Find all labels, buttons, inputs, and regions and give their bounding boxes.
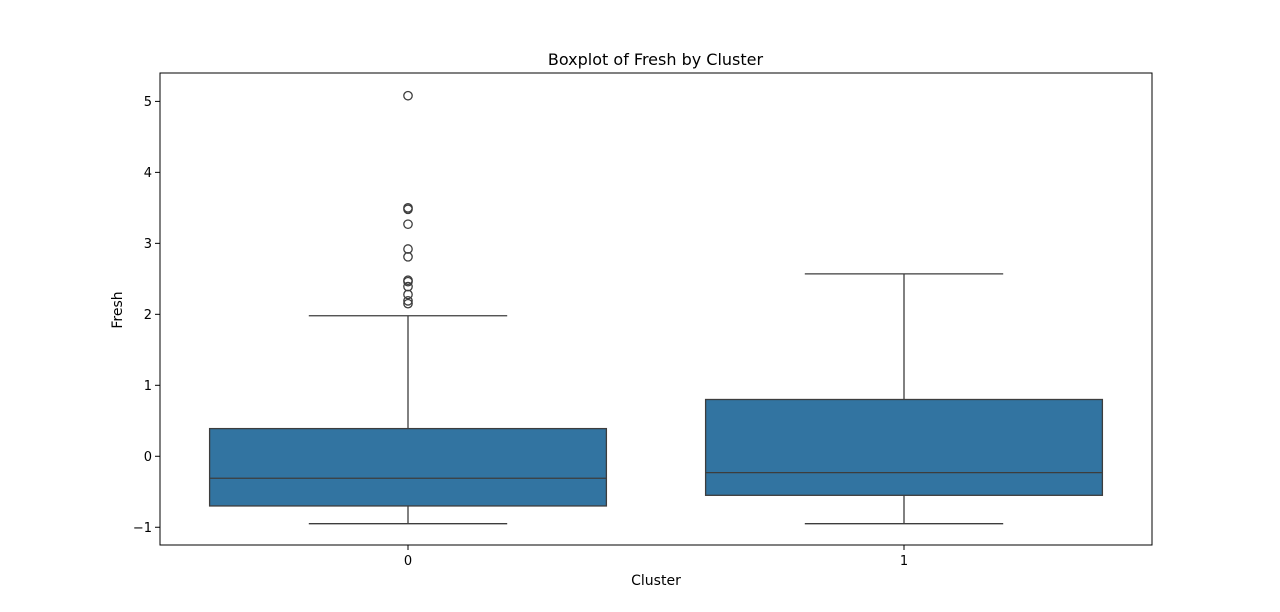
x-axis-title: Cluster <box>631 573 681 589</box>
box-group-cluster-0 <box>208 90 608 525</box>
chart-title: Boxplot of Fresh by Cluster <box>548 50 764 69</box>
outlier-point <box>403 219 413 230</box>
y-tick-label: 4 <box>144 166 152 181</box>
outlier-point <box>403 244 413 254</box>
y-tick-label: 2 <box>144 308 152 323</box>
y-tick-label: −1 <box>133 521 152 536</box>
box-series <box>208 90 1104 525</box>
x-tick-label: 1 <box>900 554 908 569</box>
y-tick-label: 0 <box>144 450 152 465</box>
outlier-point <box>403 203 413 213</box>
outlier-point <box>403 295 413 306</box>
outlier-point <box>403 275 413 286</box>
y-tick-label: 3 <box>144 237 152 252</box>
box-iqr <box>704 398 1104 496</box>
outlier-point <box>403 298 413 309</box>
box-group-cluster-1 <box>704 273 1104 525</box>
y-tick-label: 1 <box>144 379 152 394</box>
outlier-point <box>403 90 413 101</box>
outlier-point <box>403 281 413 292</box>
box-iqr <box>208 427 608 507</box>
y-axis-title: Fresh <box>110 291 126 328</box>
y-tick-label: 5 <box>144 95 152 110</box>
x-tick-label: 0 <box>404 554 412 569</box>
y-axis: −1 0 1 2 3 4 5 <box>133 95 160 536</box>
